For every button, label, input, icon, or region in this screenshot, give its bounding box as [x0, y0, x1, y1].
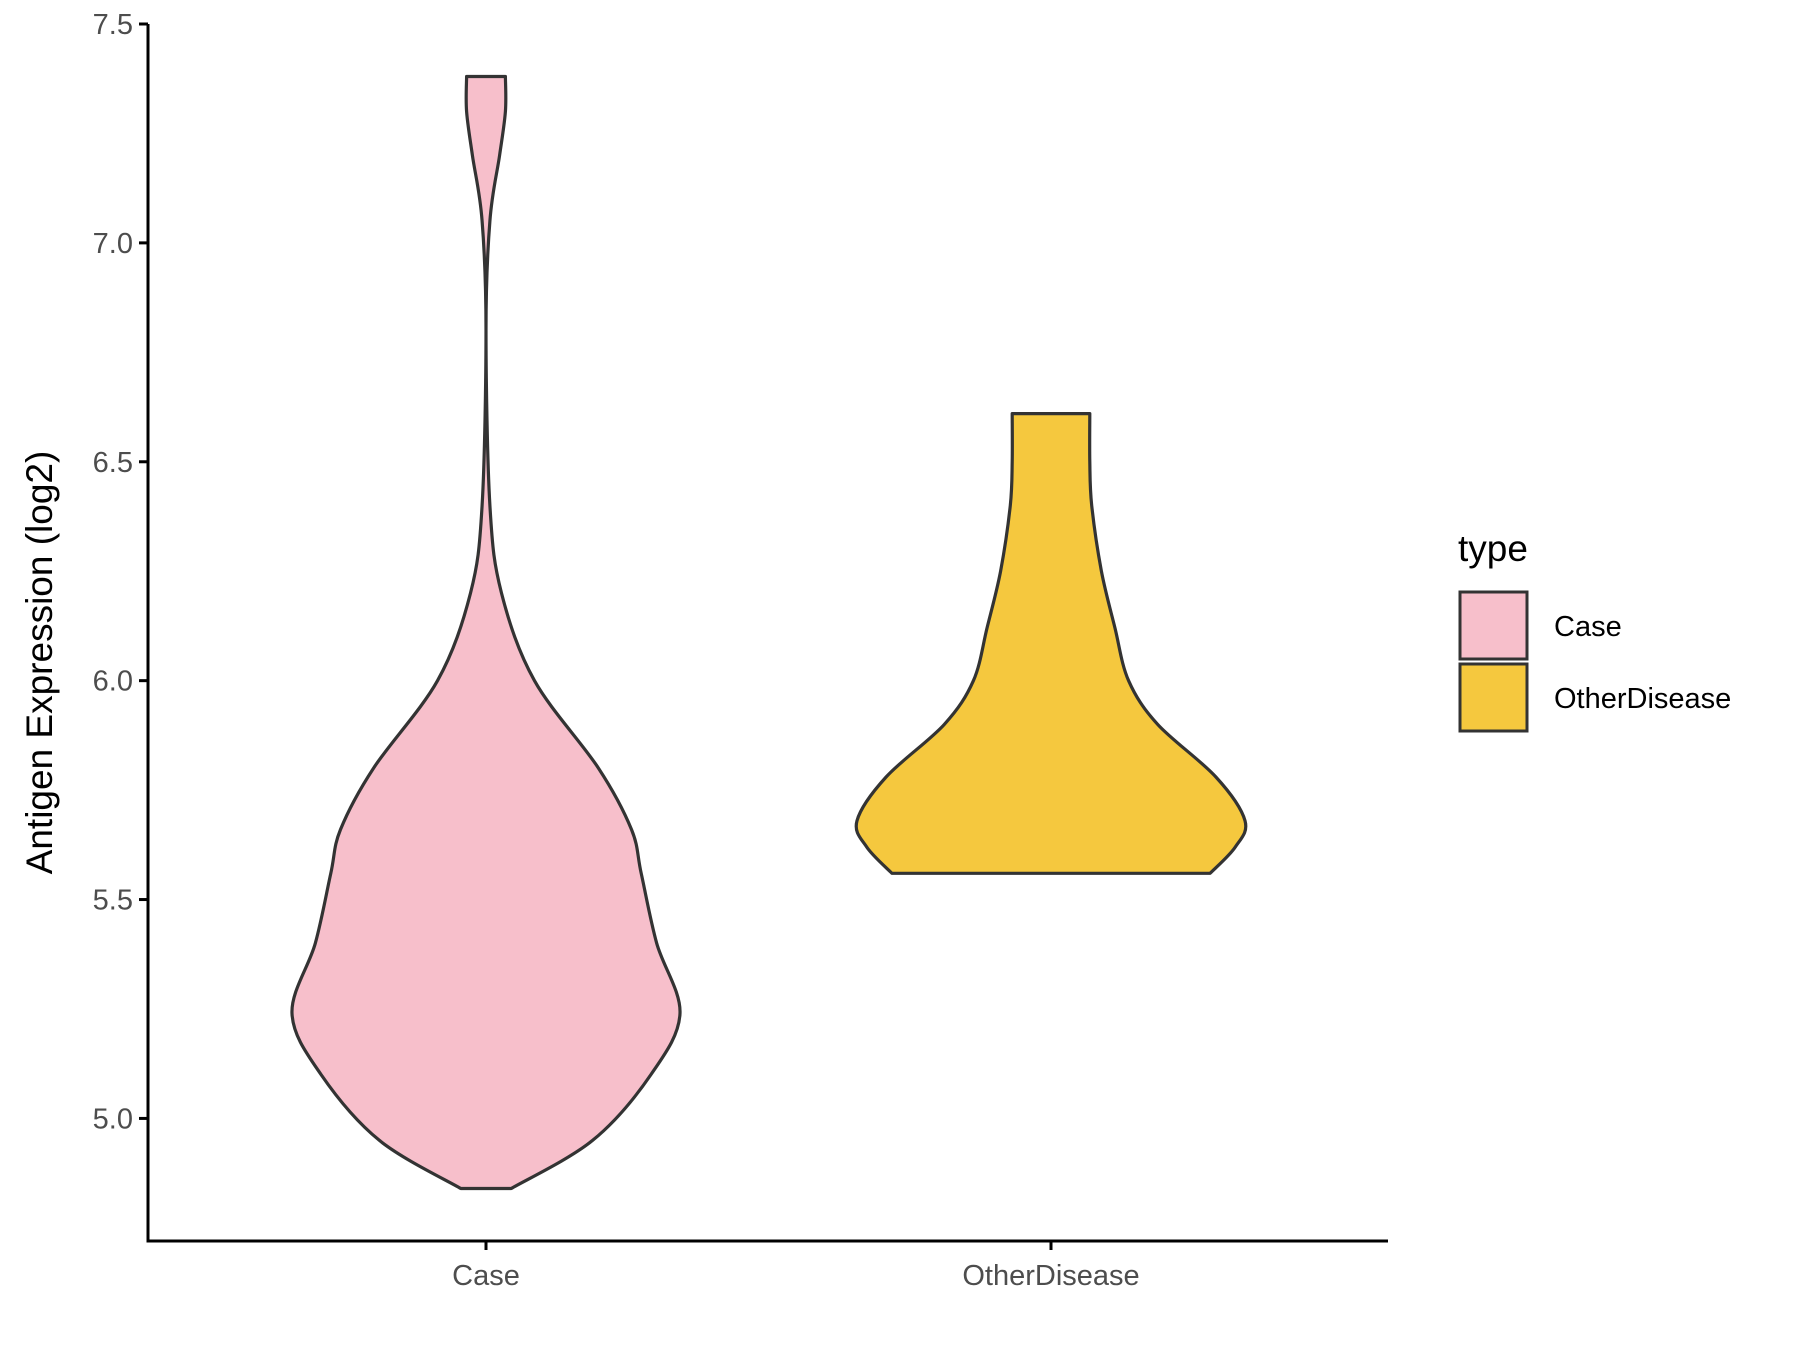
y-axis-ticks: 5.0 5.5 6.0 6.5 7.0 7.5 — [93, 9, 148, 1135]
violin-otherdisease — [854, 412, 1248, 875]
violin-layer — [290, 74, 1248, 1191]
legend: type Case OtherDisease — [1458, 528, 1731, 733]
y-tick-label: 6.0 — [93, 666, 133, 698]
y-tick-label: 5.5 — [93, 885, 133, 917]
y-tick-label: 6.5 — [93, 447, 133, 479]
violin-case — [290, 74, 682, 1191]
legend-swatch-otherdisease — [1458, 662, 1529, 733]
y-tick-label: 7.0 — [93, 228, 133, 260]
legend-title: type — [1458, 528, 1528, 569]
legend-label: OtherDisease — [1554, 683, 1731, 715]
y-axis-title: Antigen Expression (log2) — [19, 451, 60, 875]
y-tick-label: 7.5 — [93, 9, 133, 41]
y-tick-label: 5.0 — [93, 1103, 133, 1135]
legend-items: Case OtherDisease — [1458, 590, 1731, 733]
legend-swatch-case — [1458, 590, 1529, 661]
legend-label: Case — [1554, 611, 1622, 643]
x-tick-label: OtherDisease — [962, 1260, 1139, 1292]
x-axis-ticks: Case OtherDisease — [452, 1241, 1140, 1292]
x-tick-label: Case — [452, 1260, 520, 1292]
